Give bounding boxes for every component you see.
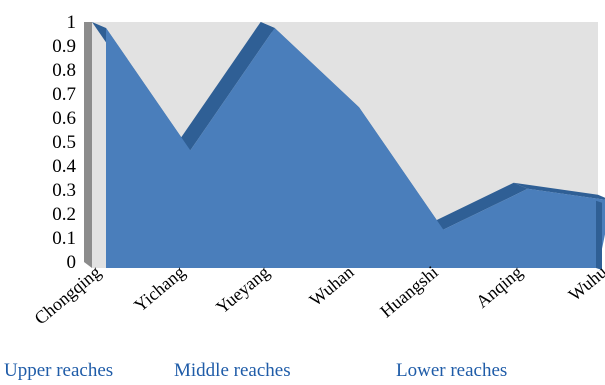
x-tick-label-anqing: Anqing [472, 262, 526, 312]
y-tick-label: 0.6 [52, 108, 76, 129]
reach-label-lower: Lower reaches [396, 360, 507, 381]
area-series [106, 28, 605, 268]
y-tick-label: 0.8 [52, 60, 76, 81]
x-tick-label-wuhan: Wuhan [305, 262, 357, 310]
y-tick-label: 0.9 [52, 36, 76, 57]
x-tick-label-wuhu: Wuhu [565, 262, 605, 305]
y-tick-label: 0.7 [52, 84, 76, 105]
reach-label-upper: Upper reaches [4, 360, 113, 381]
chart-area [92, 22, 605, 270]
x-tick-label-yichang: Yichang [130, 262, 189, 316]
y-tick-label: 0.5 [52, 132, 76, 153]
y-tick-label: 1 [67, 12, 77, 33]
x-tick-label-huangshi: Huangshi [376, 262, 442, 322]
x-tick-label-yueyang: Yueyang [212, 262, 273, 318]
reach-label-middle: Middle reaches [174, 360, 291, 381]
area-edge-segment [429, 182, 528, 230]
y-tick-label: 0 [67, 252, 77, 273]
y-tick-label: 0.3 [52, 180, 76, 201]
y-axis: 0 0.1 0.2 0.3 0.4 0.5 0.6 0.7 0.8 0.9 1 [52, 12, 76, 273]
y-tick-label: 0.1 [52, 228, 76, 249]
y-tick-label: 0.2 [52, 204, 76, 225]
x-axis: Chongqing Yichang Yueyang Wuhan Huangshi Anqi… [30, 262, 605, 329]
side-wall [84, 22, 92, 268]
y-tick-label: 0.4 [52, 156, 76, 177]
area-end-face [596, 200, 602, 270]
area-edge-segment [176, 22, 275, 151]
reach-labels: Upper reaches Middle reaches Lower reaches [4, 360, 507, 381]
area-edge-segment [513, 182, 605, 200]
